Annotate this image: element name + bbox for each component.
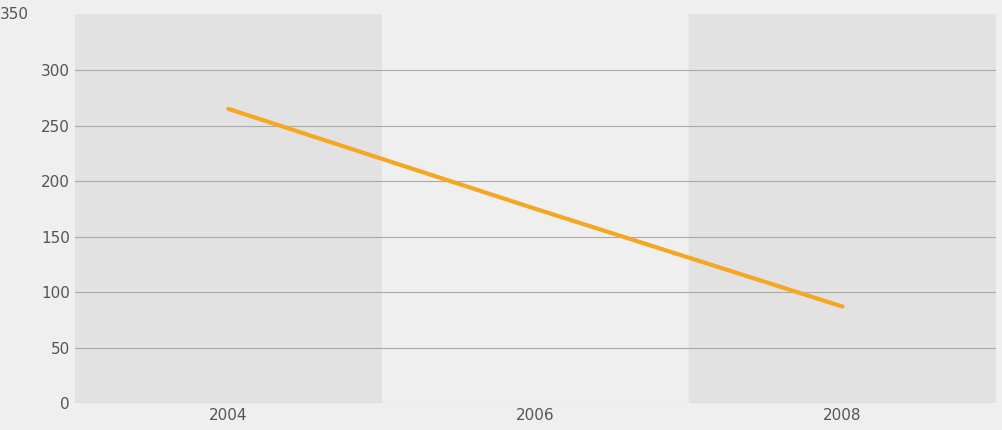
Bar [75,15,382,403]
Bar [382,15,688,403]
Bar [688,15,995,403]
Text: 350: 350 [0,7,29,22]
